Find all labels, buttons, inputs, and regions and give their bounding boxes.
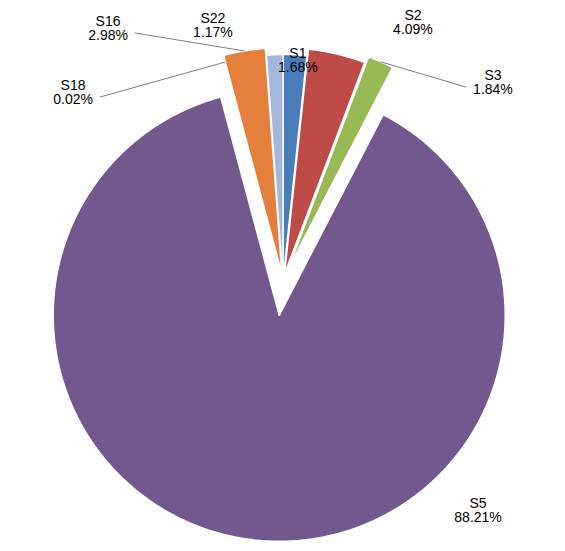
svg-text:S24.09%: S24.09% [393,7,433,37]
svg-text:S31.84%: S31.84% [473,67,513,97]
svg-text:S11.68%: S11.68% [278,45,318,75]
svg-text:S221.17%: S221.17% [193,10,233,40]
svg-text:S588.21%: S588.21% [454,495,501,525]
svg-text:S162.98%: S162.98% [88,13,128,43]
svg-text:S180.02%: S180.02% [53,77,93,107]
